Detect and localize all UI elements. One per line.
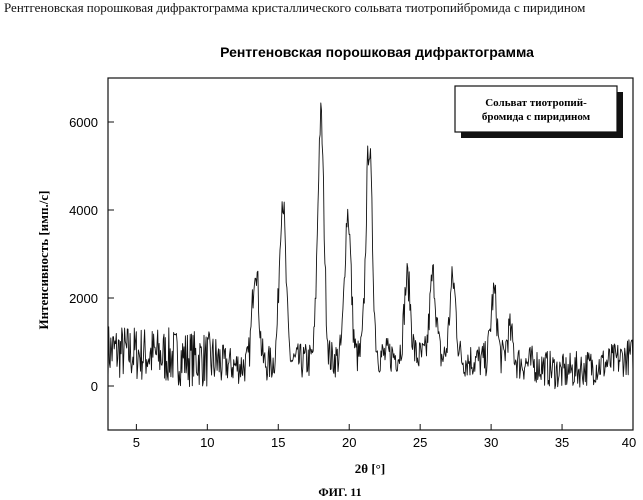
plot-frame [107, 77, 634, 431]
legend-line-2: бромида с пиридином [482, 111, 591, 123]
x-axis-ticks: 5 10 15 20 25 30 35 40 [133, 424, 636, 450]
legend-line-1: Сольват тиотропий- [485, 97, 587, 109]
x-tick-label: 30 [484, 435, 498, 450]
y-axis-label: Интенсивность [имп./с] [36, 191, 51, 330]
y-tick-label: 4000 [69, 203, 98, 218]
legend-box [454, 85, 618, 133]
y-tick-label: 2000 [69, 291, 98, 306]
x-tick-label: 20 [342, 435, 356, 450]
y-tick-label: 6000 [69, 115, 98, 130]
y-tick-label: 0 [91, 379, 98, 394]
figure-caption: ФИГ. 11 [318, 485, 361, 499]
y-axis-ticks: 0 2000 4000 6000 [69, 115, 114, 394]
x-axis-label: 2θ [°] [355, 461, 385, 476]
diffraction-pattern-line [107, 102, 634, 390]
x-tick-label: 5 [133, 435, 140, 450]
x-tick-label: 25 [413, 435, 427, 450]
x-tick-label: 35 [555, 435, 569, 450]
x-tick-label: 10 [200, 435, 214, 450]
x-tick-label: 15 [271, 435, 285, 450]
chart-title: Рентгеновская порошковая дифрактограмма [220, 44, 534, 60]
page-caption: Рентгеновская порошковая дифрактограмма … [4, 0, 586, 15]
legend: Сольват тиотропий- бромида с пиридином [454, 85, 623, 138]
x-tick-label: 40 [622, 435, 636, 450]
